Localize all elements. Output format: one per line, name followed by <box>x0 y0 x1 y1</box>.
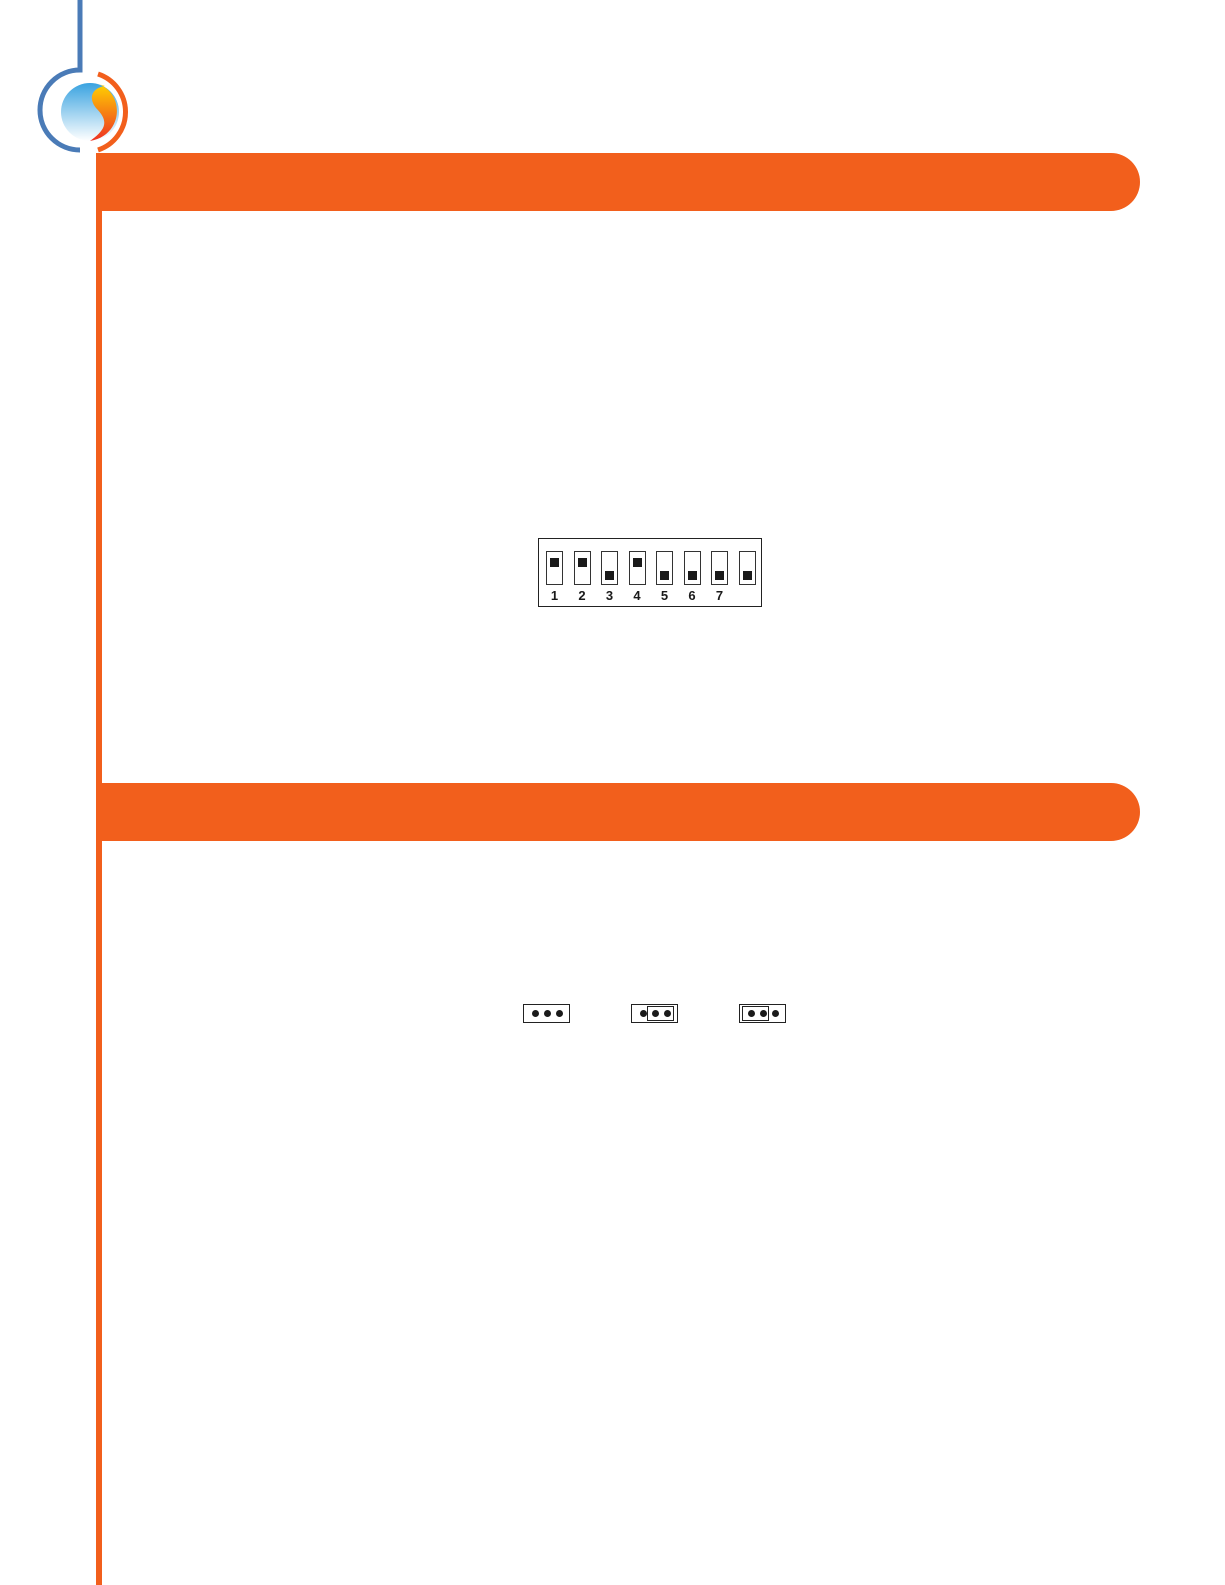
section-header-bar-2 <box>96 783 1140 841</box>
dip-switch-knob <box>660 571 669 580</box>
dip-switch-7 <box>711 551 728 585</box>
dip-switch-3 <box>601 551 618 585</box>
jumper-shunt <box>742 1006 769 1021</box>
jumper-pin <box>664 1010 671 1017</box>
dip-switch-knob <box>577 558 587 567</box>
jumper-pin <box>652 1010 659 1017</box>
jumper-pin <box>772 1010 779 1017</box>
company-logo <box>37 0 129 153</box>
jumper-pin <box>532 1010 539 1017</box>
dip-switch-6 <box>683 551 701 585</box>
left-margin-rule <box>96 153 102 1585</box>
dip-switch-knob <box>715 571 724 580</box>
jumper-pin <box>640 1010 647 1017</box>
jumper-pin <box>544 1010 551 1017</box>
dip-switch-knob <box>605 571 614 580</box>
dip-switch-label: 6 <box>688 588 696 603</box>
dip-switch-8 <box>738 551 756 585</box>
jumper-2 <box>631 1004 678 1023</box>
dip-switch-knob <box>742 571 752 580</box>
jumper-1 <box>523 1004 570 1023</box>
dip-switch-diagram: 1 2 3 4 5 6 7 <box>538 538 762 607</box>
dip-switch-label: 1 <box>550 588 559 603</box>
dip-switch-label: 5 <box>660 588 669 603</box>
dip-switch-knob <box>632 558 642 567</box>
dip-switch-knob <box>687 571 697 580</box>
dip-switch-2 <box>573 551 591 585</box>
jumper-pin <box>556 1010 563 1017</box>
jumper-shunt <box>647 1006 674 1021</box>
dip-switch-label: 2 <box>578 588 586 603</box>
jumper-pin <box>748 1010 755 1017</box>
dip-switch-label: 4 <box>633 588 641 603</box>
section-header-bar-1 <box>96 153 1140 211</box>
dip-switch-label: 7 <box>715 588 724 603</box>
dip-switch-4 <box>628 551 646 585</box>
dip-switch-5 <box>656 551 673 585</box>
dip-switch-knob <box>550 558 559 567</box>
dip-switch-label: 3 <box>605 588 614 603</box>
jumper-3 <box>739 1004 786 1023</box>
jumper-pin <box>760 1010 767 1017</box>
dip-switch-1 <box>546 551 563 585</box>
